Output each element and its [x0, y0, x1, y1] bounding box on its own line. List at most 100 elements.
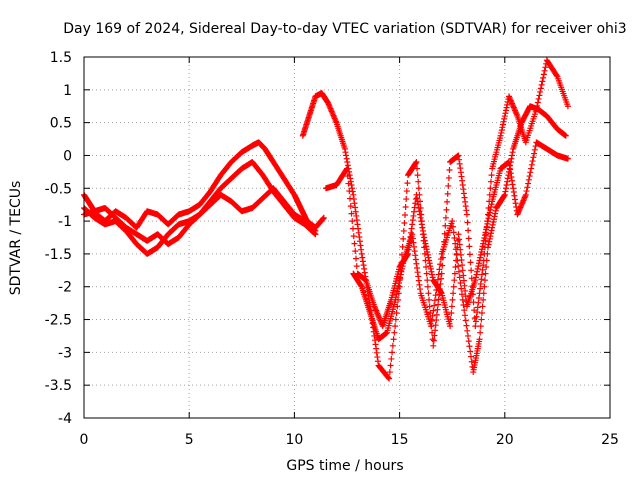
data-point [524, 184, 531, 191]
data-point [478, 271, 485, 278]
data-point [460, 186, 467, 193]
data-point [537, 88, 544, 95]
data-point [456, 236, 463, 243]
data-point [481, 277, 488, 284]
data-point [415, 273, 422, 280]
data-point [355, 229, 362, 236]
data-point [393, 291, 400, 298]
x-tick-label: 20 [496, 432, 514, 448]
data-point [553, 72, 560, 79]
data-point [413, 191, 420, 198]
data-point [423, 246, 430, 253]
data-point [486, 212, 493, 219]
data-point [492, 207, 499, 214]
data-point [490, 216, 497, 223]
data-point [442, 222, 449, 229]
data-point [414, 198, 421, 205]
data-point [492, 210, 499, 217]
data-point [446, 166, 453, 173]
data-point [477, 285, 484, 292]
data-point [461, 282, 468, 289]
data-point [400, 235, 407, 242]
data-point [409, 217, 416, 224]
data-point [504, 101, 511, 108]
data-point [390, 336, 397, 343]
data-point [483, 264, 490, 271]
data-point [436, 266, 443, 273]
data-point [372, 341, 379, 348]
y-tick-label: -1.5 [45, 247, 72, 263]
data-point [460, 302, 467, 309]
y-tick-label: -4 [58, 411, 72, 427]
data-point [538, 81, 545, 88]
data-point [465, 338, 472, 345]
data-point [435, 271, 442, 278]
data-point [474, 304, 481, 311]
data-point [408, 229, 415, 236]
data-point [504, 175, 511, 182]
data-point [510, 185, 517, 192]
data-point [502, 188, 509, 195]
data-point [459, 262, 466, 269]
data-point [351, 240, 358, 247]
data-point [349, 218, 356, 225]
data-point [501, 192, 508, 199]
data-point [489, 221, 496, 228]
data-point [500, 118, 507, 125]
data-point [451, 234, 458, 241]
data-point [454, 257, 461, 264]
data-point [457, 279, 464, 286]
chart-title: Day 169 of 2024, Sidereal Day-to-day VTE… [63, 21, 626, 37]
data-point [398, 268, 405, 275]
data-point [484, 220, 491, 227]
data-point [353, 255, 360, 262]
data-point [451, 277, 458, 284]
data-point [348, 210, 355, 217]
data-point [399, 265, 406, 272]
x-tick-label: 0 [80, 432, 89, 448]
data-point [425, 290, 432, 297]
data-point [522, 191, 529, 198]
y-tick-label: 1 [63, 83, 72, 99]
data-point [401, 219, 408, 226]
data-point [414, 172, 421, 179]
series-track-1 [81, 139, 327, 231]
data-point [342, 149, 349, 156]
data-point [487, 230, 494, 237]
data-point [471, 307, 478, 314]
data-point [472, 323, 479, 330]
data-point [426, 303, 433, 310]
data-point [433, 317, 440, 324]
data-point [461, 194, 468, 201]
data-point [392, 294, 399, 301]
data-point [534, 99, 541, 106]
data-point [356, 234, 363, 241]
data-point [450, 290, 457, 297]
data-point [391, 329, 398, 336]
data-point [481, 234, 488, 241]
data-point [497, 132, 504, 139]
data-point [562, 132, 569, 139]
data-point [447, 323, 454, 330]
data-point [431, 332, 438, 339]
data-point [466, 251, 473, 258]
data-point [537, 85, 544, 92]
y-tick-label: -2 [58, 280, 72, 296]
data-point [472, 318, 479, 325]
data-point [486, 209, 493, 216]
data-point [420, 231, 427, 238]
data-point [483, 257, 490, 264]
data-point [478, 246, 485, 253]
data-point [473, 313, 480, 320]
data-point [460, 272, 467, 279]
data-point [499, 121, 506, 128]
data-point [360, 262, 367, 269]
data-point [437, 261, 444, 268]
data-point [423, 243, 430, 250]
data-point [449, 223, 456, 230]
data-point [523, 188, 530, 195]
data-point [387, 362, 394, 369]
data-point [434, 281, 441, 288]
data-point [477, 280, 484, 287]
data-point [437, 256, 444, 263]
